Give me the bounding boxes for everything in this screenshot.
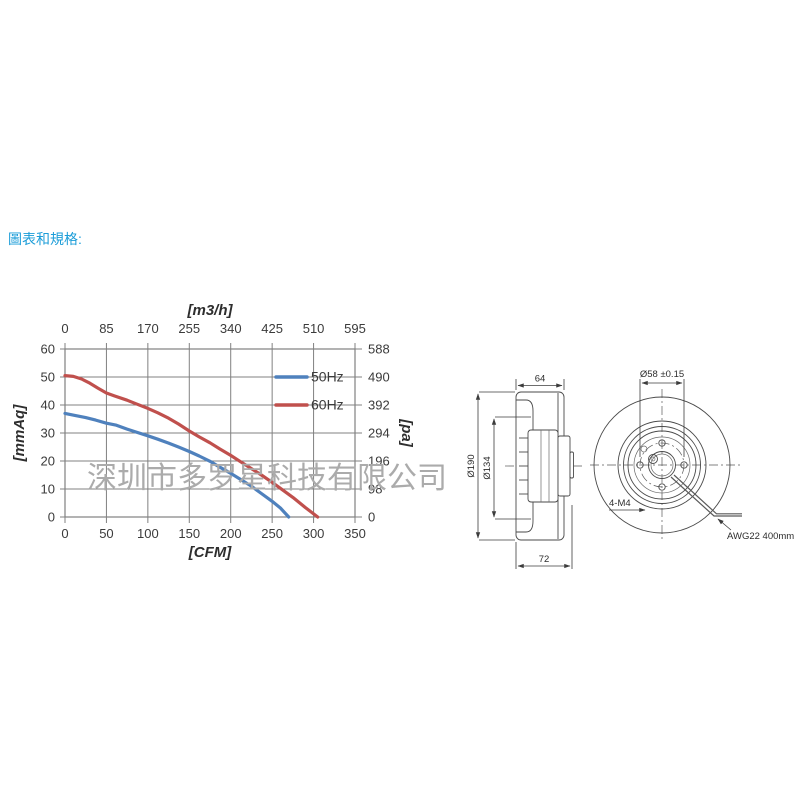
svg-text:60: 60 [41,342,55,357]
svg-text:350: 350 [344,526,366,541]
front-inner-circle [633,436,691,494]
curve-50Hz [63,411,291,519]
dim-inlet-diameter: Ø134 [482,416,531,520]
svg-text:30: 30 [41,426,55,441]
svg-text:425: 425 [261,321,283,336]
front-flange-circle [617,420,707,510]
svg-text:Ø190: Ø190 [466,454,477,477]
curve-60Hz [63,373,320,519]
svg-text:[mmAq]: [mmAq] [11,404,28,463]
side-inlet-top [516,399,534,430]
company-watermark: 深圳市多罗星科技有限公司 [87,462,447,495]
svg-text:85: 85 [99,321,113,336]
svg-text:0: 0 [61,321,68,336]
dim-width-top: 64 [515,374,565,390]
svg-text:[m3/h]: [m3/h] [187,302,234,319]
svg-text:50: 50 [99,526,113,541]
svg-text:392: 392 [368,398,390,413]
svg-text:0: 0 [368,510,375,525]
svg-text:588: 588 [368,342,390,357]
fan-side-view: 64 72 Ø190 Ø134 [466,374,584,569]
fan-performance-chart-area: 0 85 170 255 340 425 510 595 0 50 100 150 200 250 300 3… [10,295,440,585]
svg-text:10: 10 [41,482,55,497]
svg-text:170: 170 [137,321,159,336]
lead-wire [670,474,742,517]
svg-text:Ø58 ±0.15: Ø58 ±0.15 [640,369,684,380]
svg-text:150: 150 [178,526,200,541]
svg-text:98: 98 [368,482,382,497]
svg-text:72: 72 [539,554,550,565]
svg-text:294: 294 [368,426,390,441]
side-blade-ticks [519,437,528,495]
front-outer-circle [593,396,731,534]
front-small-hole-2-inner [650,456,656,462]
svg-text:490: 490 [368,370,390,385]
mounting-holes-label: 4-M4 [609,498,646,513]
svg-text:40: 40 [41,398,55,413]
svg-text:300: 300 [303,526,325,541]
fan-front-view: Ø58 ±0.15 4-M4 AWG22 400mm [590,369,794,542]
svg-text:AWG22 400mm: AWG22 400mm [727,531,794,542]
svg-text:[pa]: [pa] [398,418,415,448]
svg-text:595: 595 [344,321,366,336]
fan-technical-drawing: 64 72 Ø190 Ø134 [466,369,794,569]
front-housing-circle [623,426,701,504]
svg-text:510: 510 [303,321,325,336]
svg-text:100: 100 [137,526,159,541]
side-motor-rear [557,435,571,497]
svg-text:50Hz: 50Hz [311,369,344,385]
svg-text:250: 250 [261,526,283,541]
svg-text:0: 0 [61,526,68,541]
svg-text:255: 255 [178,321,200,336]
dim-bolt-circle: Ø58 ±0.15 [639,369,685,457]
side-hub-cup [527,429,559,503]
svg-text:[CFM]: [CFM] [188,544,232,561]
svg-text:4-M4: 4-M4 [609,498,631,509]
side-motor-cap [569,451,574,479]
side-inlet-bottom [516,502,534,533]
front-motor-circle [627,430,697,500]
svg-text:196: 196 [368,454,390,469]
front-shaft-hole-inner [650,453,674,477]
svg-text:200: 200 [220,526,242,541]
front-small-hole-1 [640,445,648,453]
svg-text:20: 20 [41,454,55,469]
dim-outer-diameter: Ø190 [466,391,515,541]
dim-width-bottom: 72 [515,505,573,569]
front-mounting-holes [636,439,688,491]
svg-text:64: 64 [535,374,546,385]
lead-wire-label: AWG22 400mm [717,518,794,542]
page-title: 圖表和規格: [8,231,82,247]
svg-text:Ø134: Ø134 [482,456,493,479]
svg-text:50: 50 [41,370,55,385]
front-small-hole-2 [648,454,658,464]
svg-text:0: 0 [48,510,55,525]
front-bolt-circle [639,442,685,488]
front-shaft-hole [648,451,676,479]
svg-text:60Hz: 60Hz [311,397,344,413]
svg-text:340: 340 [220,321,242,336]
